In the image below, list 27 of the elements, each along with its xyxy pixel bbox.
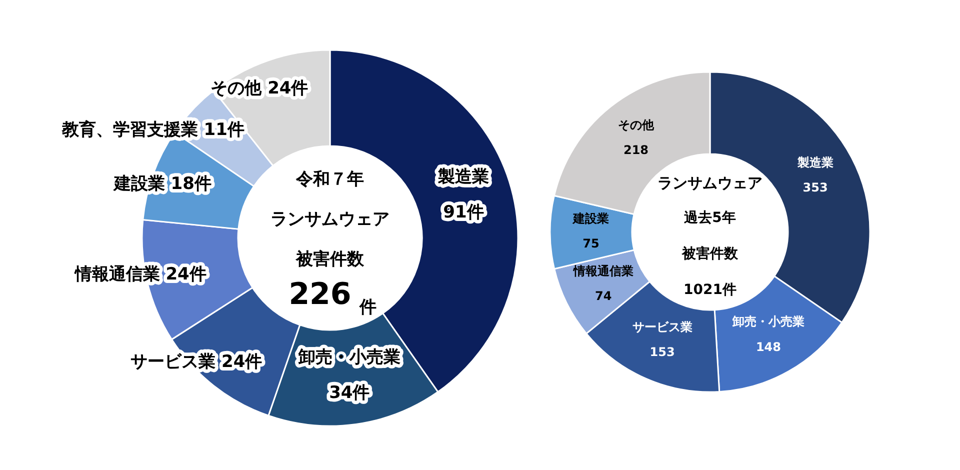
slice-label: サービス業 (632, 320, 692, 334)
data-label: 148 (756, 340, 782, 354)
data-label: 353 (802, 180, 828, 195)
data-label: 218 (624, 142, 649, 157)
slice-label: 教育、学習支援業 11件 (60, 118, 244, 140)
slice-label: 卸売・小売業 (731, 314, 804, 329)
slice-label: 製造業 (437, 166, 490, 187)
text: 令和７年 (295, 170, 364, 190)
text: 件 (358, 298, 376, 318)
data-label: 34件 (329, 383, 370, 404)
data-label: 153 (650, 345, 675, 360)
slice-label: その他 (618, 118, 656, 132)
slice-label: 製造業 (796, 156, 834, 170)
text: 被害件数 (681, 244, 739, 262)
data-label: 91件 (443, 202, 484, 222)
slice-label: 建設業 (572, 211, 609, 226)
slice-label: その他 24件 (210, 78, 308, 98)
text: 被害件数 (295, 250, 365, 270)
slice-label: 卸売・小売業 (297, 348, 400, 368)
data-label: 74 (595, 288, 612, 303)
data-label: 75 (582, 236, 600, 250)
text: ランサムウェア (270, 210, 390, 230)
text: 1021件 (684, 282, 736, 298)
text: 過去5年 (683, 210, 736, 226)
slice-label: 情報通信業 (572, 264, 634, 278)
text: 226 (288, 277, 352, 312)
text: ランサムウェア (658, 174, 762, 192)
